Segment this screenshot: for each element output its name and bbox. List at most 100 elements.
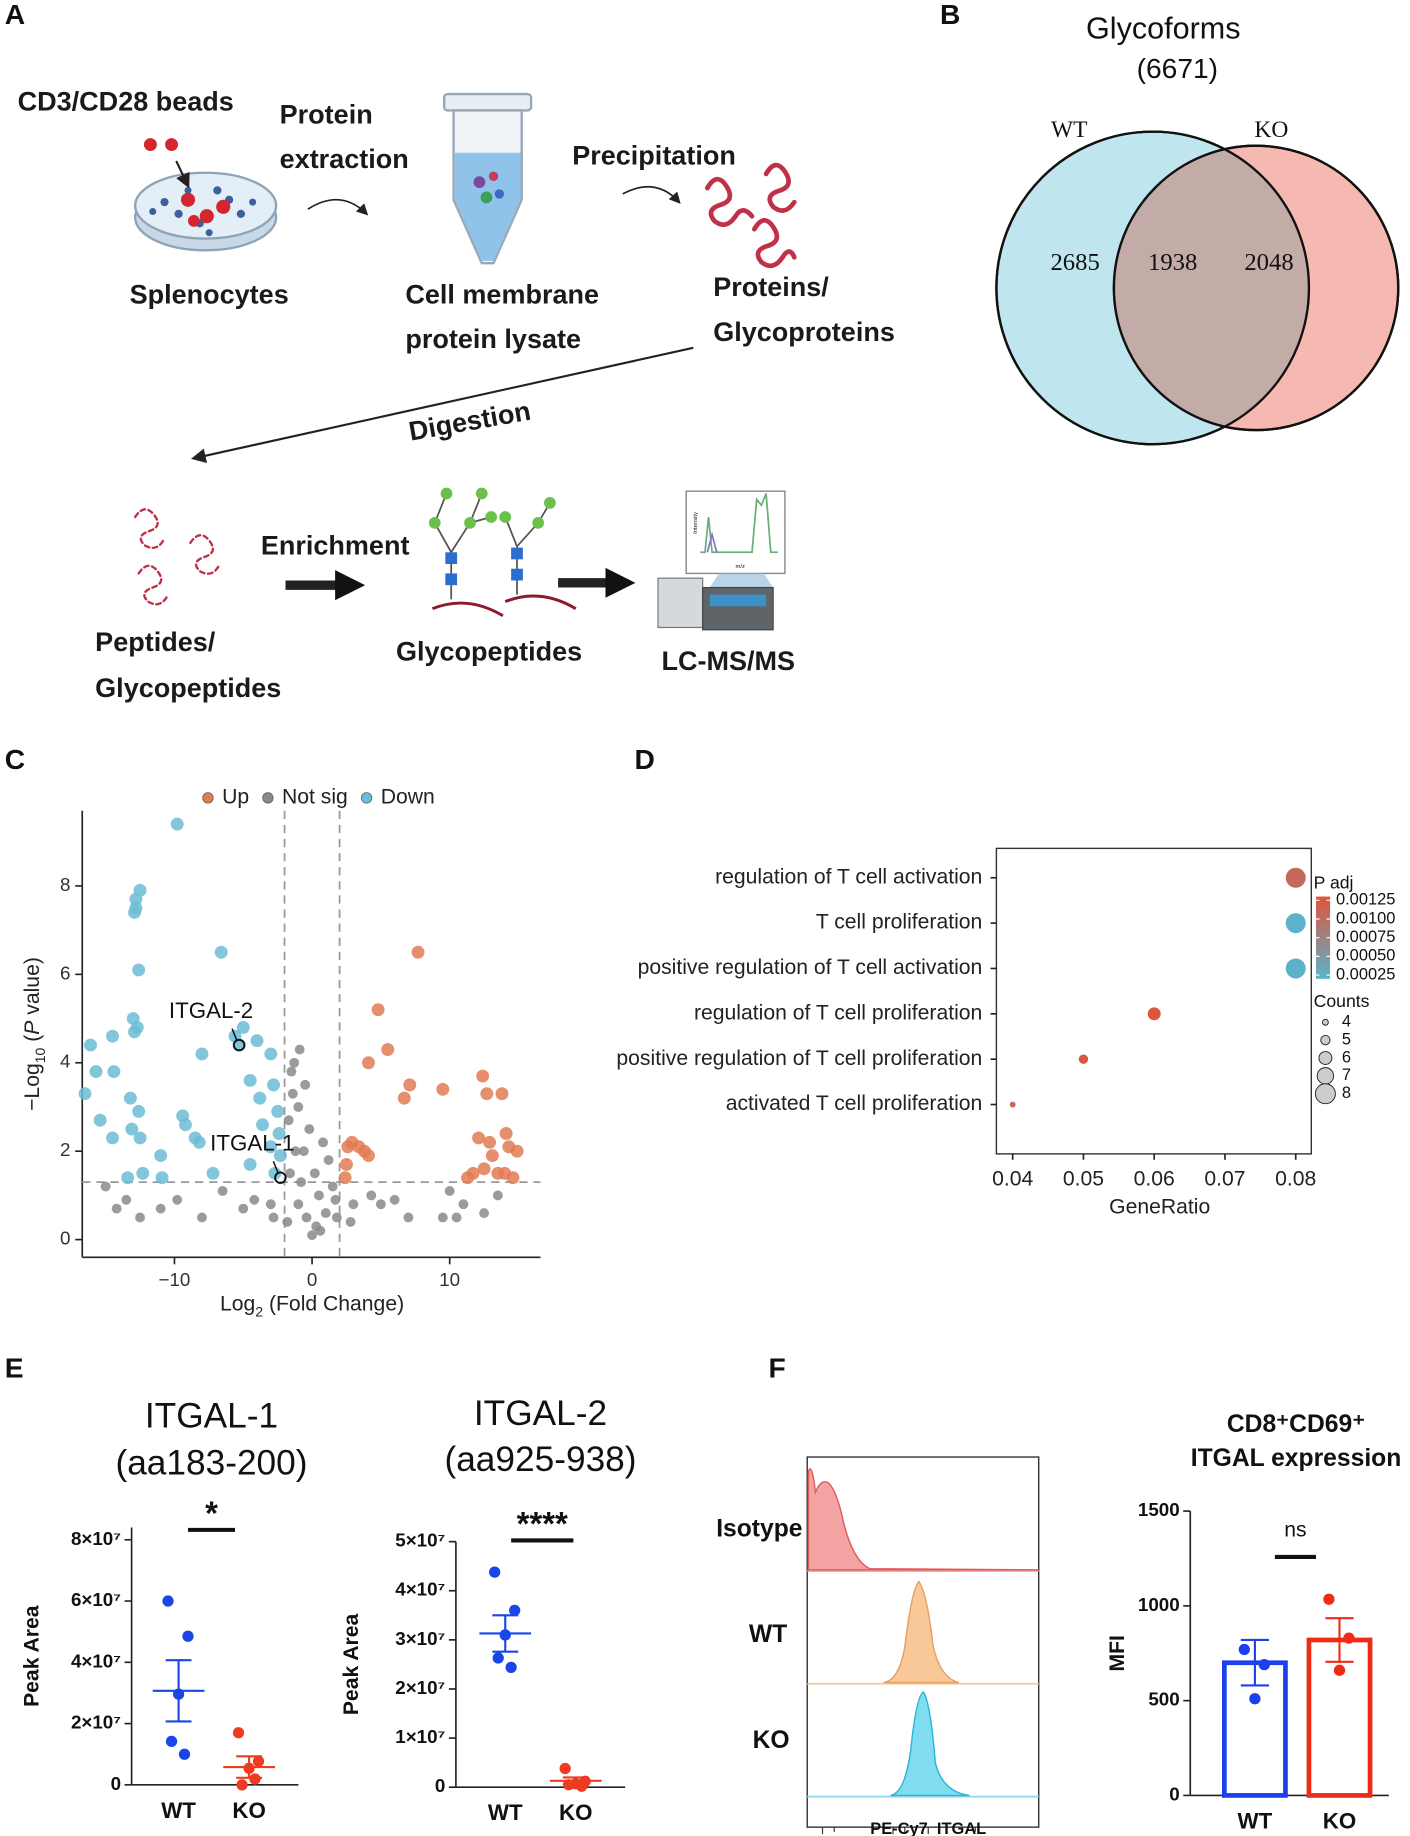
x-tick-label: KO (232, 1798, 265, 1823)
y-tick-label: 1×10⁷ (395, 1726, 445, 1747)
legend-label: Down (381, 785, 435, 808)
point (253, 1091, 267, 1105)
point (510, 1144, 524, 1158)
point (437, 1212, 448, 1223)
annotation-label: ITGAL-2 (169, 998, 253, 1023)
point (479, 1208, 490, 1219)
point (126, 1012, 140, 1026)
point (133, 1131, 147, 1145)
point (111, 1203, 122, 1214)
tube-liquid (454, 152, 521, 261)
point (1343, 1632, 1355, 1644)
point (304, 1124, 315, 1135)
point (282, 1216, 293, 1227)
step-label: Proteins/ (713, 272, 829, 302)
point (436, 1082, 450, 1096)
point (293, 1102, 304, 1112)
x-tick-label: 10 (439, 1269, 460, 1290)
point (330, 1194, 341, 1205)
point (485, 1149, 499, 1163)
x-tick-label: WT (161, 1798, 196, 1823)
point (192, 1135, 206, 1149)
point (492, 1652, 504, 1664)
point (293, 1199, 304, 1210)
point (480, 1087, 494, 1101)
point (320, 1208, 331, 1219)
y-tick-label: 4 (60, 1051, 70, 1072)
y-tick-label: 3×10⁷ (395, 1628, 445, 1649)
point (162, 1595, 174, 1607)
chart-title: ITGAL expression (1191, 1445, 1402, 1472)
histogram-x-label: PE-Cy7 ITGAL (870, 1820, 986, 1836)
label-part: value) (20, 957, 43, 1020)
point (136, 1166, 150, 1180)
step-label: Enrichment (261, 531, 410, 561)
venn-set-label: WT (1051, 117, 1088, 143)
point (243, 1157, 257, 1171)
point (505, 1661, 517, 1674)
point (265, 1199, 276, 1210)
size-key-label: 6 (1342, 1048, 1351, 1066)
point (290, 1146, 301, 1157)
point (381, 1043, 395, 1056)
y-tick-label: 5×10⁷ (395, 1530, 445, 1551)
y-tick-label: 8 (60, 874, 70, 895)
y-tick-label: 0 (1169, 1783, 1179, 1804)
y-tick-label: 8×10⁷ (71, 1528, 121, 1549)
x-tick-label: WT (1238, 1808, 1273, 1833)
legend-label: Not sig (282, 785, 348, 808)
legend-marker (360, 792, 373, 804)
label-part: P (20, 1021, 43, 1035)
lcms-icon: Intensity m/z (657, 490, 786, 631)
point (121, 1171, 135, 1185)
point (170, 817, 184, 831)
point (301, 1212, 312, 1223)
point (178, 1748, 191, 1760)
label-part: 10 (32, 1047, 48, 1063)
point (289, 1057, 300, 1068)
point (172, 1194, 183, 1205)
y-tick-label: 4×10⁷ (395, 1579, 445, 1600)
point (575, 1780, 588, 1792)
point (84, 1038, 97, 1052)
venn-overlap (1113, 145, 1309, 431)
point (217, 1186, 228, 1196)
dot (1285, 958, 1306, 979)
step-label: CD3/CD28 beads (18, 87, 234, 117)
size-key-label: 8 (1342, 1084, 1351, 1102)
step-label: protein lysate (405, 324, 581, 354)
dot (1009, 1101, 1016, 1108)
step-label: Cell membrane (405, 279, 599, 309)
point (331, 1212, 342, 1223)
point (300, 1079, 311, 1090)
step-label: Digestion (406, 396, 532, 447)
point (165, 1735, 178, 1747)
point (264, 1140, 278, 1154)
legend-title: P adj (1314, 872, 1354, 892)
step-label: Peptides/ (95, 627, 216, 657)
point (132, 963, 146, 977)
point (411, 945, 425, 959)
point (309, 1168, 320, 1179)
x-tick-label: KO (559, 1800, 592, 1825)
point (366, 1190, 377, 1201)
point (178, 1118, 192, 1132)
step-label: Glycopeptides (396, 636, 582, 666)
x-tick-label: −10 (159, 1269, 191, 1290)
size-key (1318, 1051, 1333, 1065)
point (100, 1181, 111, 1192)
point (195, 1047, 209, 1061)
size-key (1320, 1034, 1331, 1046)
point (345, 1216, 356, 1227)
point (243, 1073, 257, 1087)
step-label: Glycopeptides (95, 673, 281, 703)
y-tick-label: 1500 (1138, 1499, 1180, 1520)
chart-title: (aa925-938) (444, 1440, 636, 1479)
point (461, 1171, 475, 1185)
point (238, 1203, 249, 1214)
point (307, 1230, 317, 1241)
venn-total: (6671) (1137, 52, 1218, 84)
y-tick-label: 0 (111, 1773, 121, 1794)
